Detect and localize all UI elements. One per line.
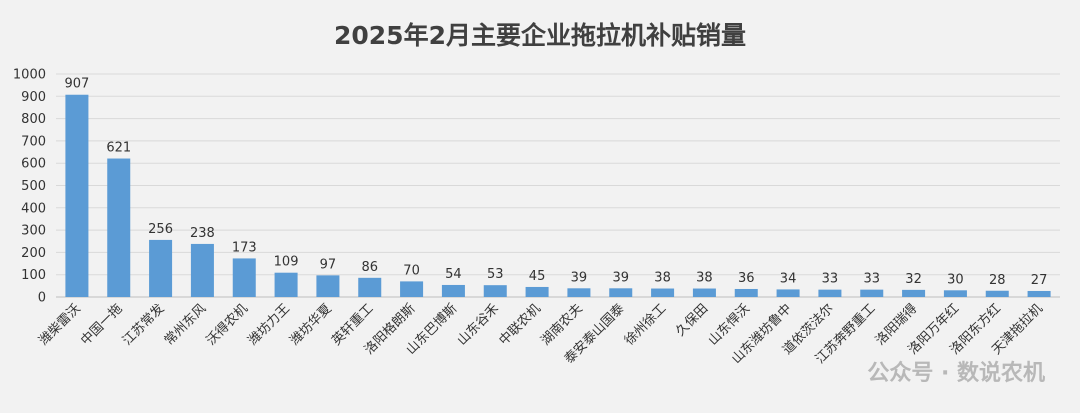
bar (692, 288, 716, 297)
data-label: 30 (947, 272, 964, 287)
bar (65, 94, 89, 297)
bar (483, 285, 507, 297)
data-label: 28 (989, 273, 1006, 288)
bar (776, 289, 800, 297)
data-label: 34 (780, 271, 797, 286)
y-tick-label: 500 (21, 179, 46, 194)
data-labels: 907 621 256 238 173 109 97 86 70 54 53 45 39 39 38 38 36… (65, 77, 1048, 288)
x-axis-ticks: 潍柴雷沃中国一拖江苏常发常州东风沃得农机潍坊力王潍坊华夏英轩重工洛阳格朗斯山东巴… (36, 301, 1046, 367)
x-tick-label: 山东谷禾 (455, 301, 502, 348)
data-label: 97 (320, 257, 337, 272)
data-label: 27 (1031, 273, 1048, 288)
bar (190, 243, 214, 297)
x-tick-label: 中国一拖 (78, 301, 125, 348)
x-tick-label: 徐州徐工 (622, 301, 669, 348)
bar (232, 258, 256, 297)
bar (609, 288, 633, 297)
watermark: 公众号 · 数说农机 (867, 360, 1045, 386)
data-label: 70 (403, 263, 420, 278)
bar (1027, 290, 1051, 297)
data-label: 32 (905, 272, 922, 287)
y-tick-label: 0 (38, 291, 46, 306)
data-label: 53 (487, 267, 504, 282)
bar (734, 288, 758, 297)
x-tick-label: 江苏常发 (119, 301, 167, 349)
data-label: 38 (654, 271, 671, 286)
bar (316, 275, 340, 297)
bar (985, 290, 1009, 297)
y-tick-label: 300 (21, 224, 46, 239)
data-label: 238 (190, 226, 215, 241)
y-tick-label: 900 (21, 90, 46, 105)
bar (943, 290, 967, 297)
bar (818, 289, 842, 297)
bars (65, 94, 1051, 297)
bar (274, 272, 298, 297)
bar (525, 286, 549, 297)
data-label: 173 (232, 240, 257, 255)
x-tick-label: 潍坊力王 (246, 301, 293, 348)
x-tick-label: 潍坊华夏 (287, 301, 334, 348)
data-label: 256 (148, 222, 173, 237)
bar (107, 158, 131, 297)
x-tick-label: 久保田 (673, 301, 711, 339)
bar (860, 289, 884, 297)
data-label: 907 (65, 77, 90, 92)
y-tick-label: 700 (21, 134, 46, 149)
y-tick-label: 200 (21, 246, 46, 261)
x-tick-label: 常州东风 (162, 301, 209, 348)
bar (651, 288, 675, 297)
data-label: 33 (822, 272, 839, 287)
data-label: 39 (571, 270, 588, 285)
y-tick-label: 1000 (13, 68, 46, 83)
bar (400, 281, 424, 297)
bar (358, 277, 382, 297)
y-tick-label: 600 (21, 157, 46, 172)
bar (149, 239, 173, 297)
bar (902, 289, 926, 297)
x-tick-label: 沃得农机 (203, 301, 251, 349)
data-label: 36 (738, 271, 755, 286)
grid-layer (56, 73, 1060, 298)
x-tick-label: 潍柴雷沃 (36, 301, 83, 348)
bar (441, 284, 465, 297)
data-label: 109 (274, 255, 299, 270)
data-label: 621 (106, 141, 131, 156)
y-tick-label: 100 (21, 268, 46, 283)
x-tick-label: 中联农机 (497, 301, 544, 348)
bar (567, 288, 591, 297)
y-tick-label: 400 (21, 201, 46, 216)
data-label: 86 (361, 260, 378, 275)
data-label: 45 (529, 269, 546, 284)
data-label: 54 (445, 267, 462, 282)
data-label: 39 (612, 270, 629, 285)
chart-title: 2025年2月主要企业拖拉机补贴销量 (334, 21, 746, 50)
y-tick-label: 800 (21, 112, 46, 127)
y-axis-ticks: 0 100 200 300 400 500 600 700 800 900 1000 (13, 68, 46, 306)
data-label: 38 (696, 271, 713, 286)
data-label: 33 (863, 272, 880, 287)
